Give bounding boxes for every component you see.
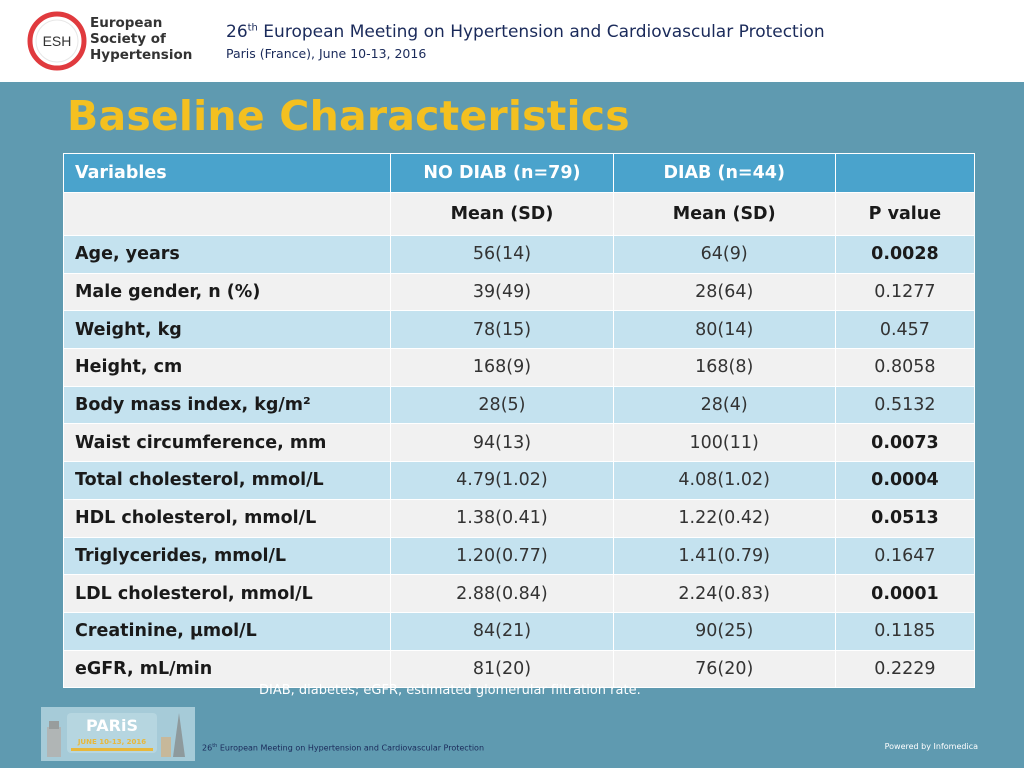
footer-ordinal-suffix: th bbox=[212, 743, 218, 749]
row-diab-value: 4.08(1.02) bbox=[612, 461, 836, 500]
row-label: eGFR, mL/min bbox=[62, 649, 392, 689]
row-p-value: 0.1647 bbox=[834, 536, 976, 576]
table-subheader-row: Mean (SD) Mean (SD) P value bbox=[62, 192, 976, 236]
table-row: Waist circumference, mm 94(13) 100(11) 0.00… bbox=[62, 423, 976, 463]
table-header-row: Variables NO DIAB (n=79) DIAB (n=44) bbox=[62, 153, 976, 193]
row-p-value: 0.8058 bbox=[834, 348, 976, 387]
row-label: Waist circumference, mm bbox=[62, 423, 392, 463]
table-row: Triglycerides, mmol/L 1.20(0.77) 1.41(0.79… bbox=[62, 536, 976, 576]
row-no-diab-value: 56(14) bbox=[390, 235, 614, 274]
row-diab-value: 2.24(0.83) bbox=[612, 574, 836, 613]
row-no-diab-value: 1.38(0.41) bbox=[390, 498, 614, 538]
header-no-diab: NO DIAB (n=79) bbox=[390, 153, 614, 193]
baseline-table: Variables NO DIAB (n=79) DIAB (n=44) Mea… bbox=[62, 153, 976, 689]
row-p-value: 0.0513 bbox=[834, 498, 976, 538]
row-p-value: 0.457 bbox=[834, 310, 976, 350]
row-no-diab-value: 2.88(0.84) bbox=[390, 574, 614, 613]
header-diab: DIAB (n=44) bbox=[612, 153, 836, 193]
footer-ordinal: 26 bbox=[202, 743, 213, 753]
conference-title-text: European Meeting on Hypertension and Car… bbox=[257, 22, 825, 42]
paris-badge: PARiS JUNE 10-13, 2016 bbox=[41, 707, 195, 761]
row-no-diab-value: 168(9) bbox=[390, 348, 614, 387]
row-diab-value: 76(20) bbox=[612, 649, 836, 689]
row-label: Triglycerides, mmol/L bbox=[62, 536, 392, 576]
row-diab-value: 28(4) bbox=[612, 385, 836, 425]
subheader-empty bbox=[62, 192, 392, 236]
row-no-diab-value: 78(15) bbox=[390, 310, 614, 350]
conference-subtitle: Paris (France), June 10-13, 2016 bbox=[226, 46, 427, 61]
conference-ordinal: 26 bbox=[226, 22, 248, 42]
logo-wordmark: European Society of Hypertension bbox=[90, 15, 200, 63]
row-label: LDL cholesterol, mmol/L bbox=[62, 574, 392, 613]
row-no-diab-value: 1.20(0.77) bbox=[390, 536, 614, 576]
row-no-diab-value: 84(21) bbox=[390, 611, 614, 651]
row-p-value: 0.5132 bbox=[834, 385, 976, 425]
conference-ordinal-suffix: th bbox=[247, 22, 258, 34]
row-p-value: 0.0028 bbox=[834, 235, 976, 274]
row-diab-value: 28(64) bbox=[612, 272, 836, 312]
header-bar: ESH European Society of Hypertension 26t… bbox=[0, 0, 1024, 82]
row-p-value: 0.1277 bbox=[834, 272, 976, 312]
row-diab-value: 64(9) bbox=[612, 235, 836, 274]
row-p-value: 0.0073 bbox=[834, 423, 976, 463]
row-no-diab-value: 81(20) bbox=[390, 649, 614, 689]
subheader-mean-sd-no-diab: Mean (SD) bbox=[390, 192, 614, 236]
table-row: Total cholesterol, mmol/L 4.79(1.02) 4.08(… bbox=[62, 461, 976, 500]
table-row: Age, years 56(14) 64(9) 0.0028 bbox=[62, 235, 976, 274]
row-diab-value: 168(8) bbox=[612, 348, 836, 387]
slide-title: Baseline Characteristics bbox=[67, 92, 630, 140]
esh-logo-icon: ESH bbox=[27, 11, 87, 71]
footer-text: European Meeting on Hypertension and Car… bbox=[217, 743, 485, 753]
table-row: LDL cholesterol, mmol/L 2.88(0.84) 2.24(0.… bbox=[62, 574, 976, 613]
row-label: Body mass index, kg/m² bbox=[62, 385, 392, 425]
row-no-diab-value: 28(5) bbox=[390, 385, 614, 425]
logo-line-1: European bbox=[90, 15, 163, 31]
logo-initials: ESH bbox=[43, 33, 72, 49]
table-row: Male gender, n (%) 39(49) 28(64) 0.1277 bbox=[62, 272, 976, 312]
table-row: Weight, kg 78(15) 80(14) 0.457 bbox=[62, 310, 976, 350]
row-diab-value: 1.41(0.79) bbox=[612, 536, 836, 576]
badge-title: PARiS bbox=[86, 716, 138, 735]
row-p-value: 0.0004 bbox=[834, 461, 976, 500]
row-label: HDL cholesterol, mmol/L bbox=[62, 498, 392, 538]
row-p-value: 0.1185 bbox=[834, 611, 976, 651]
logo-line-3: Hypertension bbox=[90, 47, 193, 63]
footer-conference-text: 26th European Meeting on Hypertension an… bbox=[202, 743, 484, 753]
table-row: HDL cholesterol, mmol/L 1.38(0.41) 1.22(0.… bbox=[62, 498, 976, 538]
row-label: Weight, kg bbox=[62, 310, 392, 350]
row-label: Age, years bbox=[62, 235, 392, 274]
table-row: Body mass index, kg/m² 28(5) 28(4) 0.5132 bbox=[62, 385, 976, 425]
footer-powered-by: Powered by Infomedica bbox=[884, 742, 978, 751]
row-no-diab-value: 94(13) bbox=[390, 423, 614, 463]
logo-line-2: Society of bbox=[90, 31, 166, 47]
header-empty bbox=[834, 153, 976, 193]
row-p-value: 0.2229 bbox=[834, 649, 976, 689]
badge-dates: JUNE 10-13, 2016 bbox=[77, 738, 146, 746]
row-diab-value: 1.22(0.42) bbox=[612, 498, 836, 538]
table-row: eGFR, mL/min 81(20) 76(20) 0.2229 bbox=[62, 649, 976, 689]
header-variables: Variables bbox=[62, 153, 392, 193]
row-label: Creatinine, µmol/L bbox=[62, 611, 392, 651]
row-diab-value: 90(25) bbox=[612, 611, 836, 651]
row-label: Height, cm bbox=[62, 348, 392, 387]
row-diab-value: 80(14) bbox=[612, 310, 836, 350]
row-diab-value: 100(11) bbox=[612, 423, 836, 463]
table-row: Height, cm 168(9) 168(8) 0.8058 bbox=[62, 348, 976, 387]
table-row: Creatinine, µmol/L 84(21) 90(25) 0.1185 bbox=[62, 611, 976, 651]
row-p-value: 0.0001 bbox=[834, 574, 976, 613]
subheader-p-value: P value bbox=[834, 192, 976, 236]
row-label: Male gender, n (%) bbox=[62, 272, 392, 312]
conference-title: 26th European Meeting on Hypertension an… bbox=[226, 22, 825, 42]
subheader-mean-sd-diab: Mean (SD) bbox=[612, 192, 836, 236]
footnote: DIAB, diabetes; eGFR, estimated glomerul… bbox=[259, 683, 641, 698]
row-label: Total cholesterol, mmol/L bbox=[62, 461, 392, 500]
paris-badge-art: PARiS JUNE 10-13, 2016 bbox=[41, 707, 195, 761]
row-no-diab-value: 4.79(1.02) bbox=[390, 461, 614, 500]
row-no-diab-value: 39(49) bbox=[390, 272, 614, 312]
